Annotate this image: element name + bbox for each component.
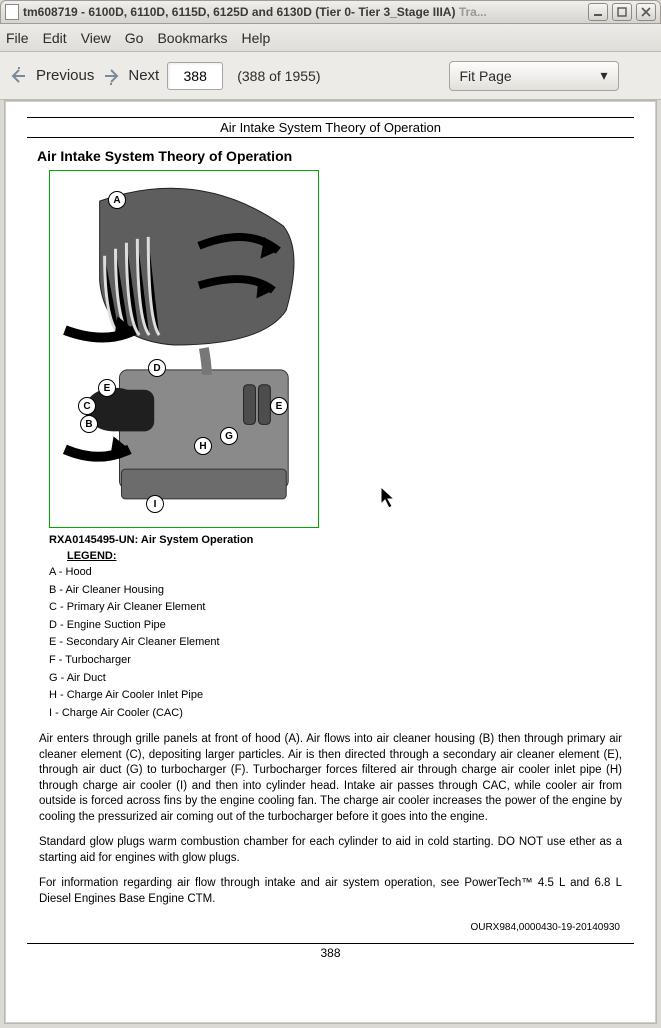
callout-i: I [146,495,164,513]
maximize-button[interactable] [612,3,632,21]
menubar: File Edit View Go Bookmarks Help [0,24,661,52]
page-footer-number: 388 [27,943,634,960]
menu-view[interactable]: View [81,30,111,46]
callout-g: G [220,427,238,445]
close-button[interactable] [636,3,656,21]
previous-icon[interactable] [10,67,28,85]
callout-b: B [80,415,98,433]
legend-item: F - Turbocharger [49,652,634,670]
close-icon [641,7,651,17]
page-count-label: (388 of 1955) [237,68,320,84]
menu-go[interactable]: Go [125,30,144,46]
menu-help[interactable]: Help [242,30,271,46]
legend-list: A - Hood B - Air Cleaner Housing C - Pri… [49,564,634,722]
body-paragraph-1: Air enters through grille panels at fron… [39,732,622,825]
callout-d: D [148,359,166,377]
document-area: Air Intake System Theory of Operation Ai… [4,100,657,1024]
zoom-dropdown[interactable]: Fit Page ▾ [449,61,619,91]
legend-item: E - Secondary Air Cleaner Element [49,634,634,652]
figure-diagram: A B C D E E G H I [49,170,319,528]
legend-item: G - Air Duct [49,670,634,688]
window-title-main: tm608719 - 6100D, 6110D, 6115D, 6125D an… [23,5,459,19]
maximize-icon [617,7,627,17]
legend-item: C - Primary Air Cleaner Element [49,599,634,617]
legend-item: B - Air Cleaner Housing [49,582,634,600]
menu-bookmarks[interactable]: Bookmarks [157,30,227,46]
menu-edit[interactable]: Edit [43,30,67,46]
window-title: tm608719 - 6100D, 6110D, 6115D, 6125D an… [23,5,584,19]
next-button[interactable]: Next [128,67,159,84]
body-paragraph-3: For information regarding air flow throu… [39,876,622,907]
next-icon[interactable] [102,67,120,85]
callout-e2: E [270,397,288,415]
titlebar: tm608719 - 6100D, 6110D, 6115D, 6125D an… [0,0,661,24]
body-paragraph-2: Standard glow plugs warm combustion cham… [39,835,622,866]
legend-item: D - Engine Suction Pipe [49,617,634,635]
minimize-button[interactable] [588,3,608,21]
menu-file[interactable]: File [6,30,29,46]
figure-caption: RXA0145495-UN: Air System Operation [49,534,634,546]
section-title: Air Intake System Theory of Operation [37,148,634,164]
legend-item: I - Charge Air Cooler (CAC) [49,705,634,723]
legend-item: H - Charge Air Cooler Inlet Pipe [49,687,634,705]
callout-c: C [78,397,96,415]
callout-a: A [108,191,126,209]
document-code: OURX984,0000430-19-20140930 [27,922,620,933]
legend-item: A - Hood [49,564,634,582]
toolbar: Previous Next (388 of 1955) Fit Page ▾ [0,52,661,100]
window-title-truncated: Tra... [459,5,487,19]
document-icon [5,4,19,20]
minimize-icon [593,7,603,17]
page-number-input[interactable] [167,62,223,90]
previous-button[interactable]: Previous [36,67,94,84]
callout-h: H [194,437,212,455]
callout-e1: E [98,379,116,397]
page-header: Air Intake System Theory of Operation [27,117,634,138]
zoom-value: Fit Page [460,68,512,84]
legend-header: LEGEND: [67,550,634,562]
chevron-down-icon: ▾ [600,67,607,84]
